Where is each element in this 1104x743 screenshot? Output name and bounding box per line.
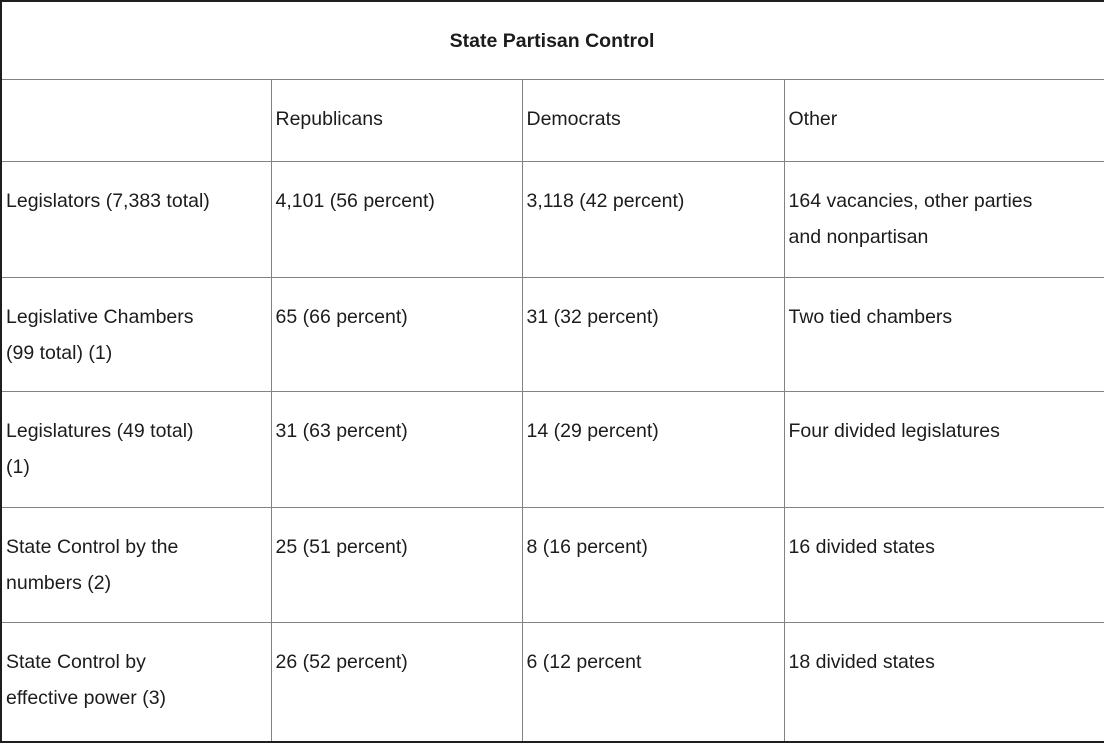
column-header-republicans: Republicans (270, 78, 523, 162)
cell-other: 18 divided states (783, 621, 1104, 743)
table-row-legislative-chambers: Legislative Chambers (99 total) (1) 65 (… (0, 276, 1104, 392)
table-row-state-control-effective-power: State Control by effective power (3) 26 … (0, 621, 1104, 743)
cell-democrats: 8 (16 percent) (521, 506, 785, 623)
column-header-row: Republicans Democrats Other (0, 78, 1104, 162)
row-label: Legislative Chambers (99 total) (1) (0, 276, 272, 392)
column-header-other: Other (783, 78, 1104, 162)
row-label: Legislators (7,383 total) (0, 160, 272, 278)
cell-other: Four divided legislatures (783, 390, 1104, 508)
cell-republicans: 65 (66 percent) (270, 276, 523, 392)
cell-republicans: 25 (51 percent) (270, 506, 523, 623)
cell-democrats: 14 (29 percent) (521, 390, 785, 508)
cell-democrats: 6 (12 percent (521, 621, 785, 743)
row-label: State Control by the numbers (2) (0, 506, 272, 623)
cell-republicans: 26 (52 percent) (270, 621, 523, 743)
table-row-state-control-numbers: State Control by the numbers (2) 25 (51 … (0, 506, 1104, 623)
table-title-row: State Partisan Control (0, 0, 1104, 80)
cell-other: Two tied chambers (783, 276, 1104, 392)
column-header-democrats: Democrats (521, 78, 785, 162)
cell-republicans: 31 (63 percent) (270, 390, 523, 508)
row-label: Legislatures (49 total) (1) (0, 390, 272, 508)
corner-blank-cell (0, 78, 272, 162)
cell-republicans: 4,101 (56 percent) (270, 160, 523, 278)
table-row-legislatures: Legislatures (49 total) (1) 31 (63 perce… (0, 390, 1104, 508)
cell-other: 164 vacancies, other parties and nonpart… (783, 160, 1104, 278)
table-title: State Partisan Control (0, 0, 1104, 80)
row-label: State Control by effective power (3) (0, 621, 272, 743)
cell-other: 16 divided states (783, 506, 1104, 623)
cell-democrats: 31 (32 percent) (521, 276, 785, 392)
cell-democrats: 3,118 (42 percent) (521, 160, 785, 278)
table-row-legislators: Legislators (7,383 total) 4,101 (56 perc… (0, 160, 1104, 278)
